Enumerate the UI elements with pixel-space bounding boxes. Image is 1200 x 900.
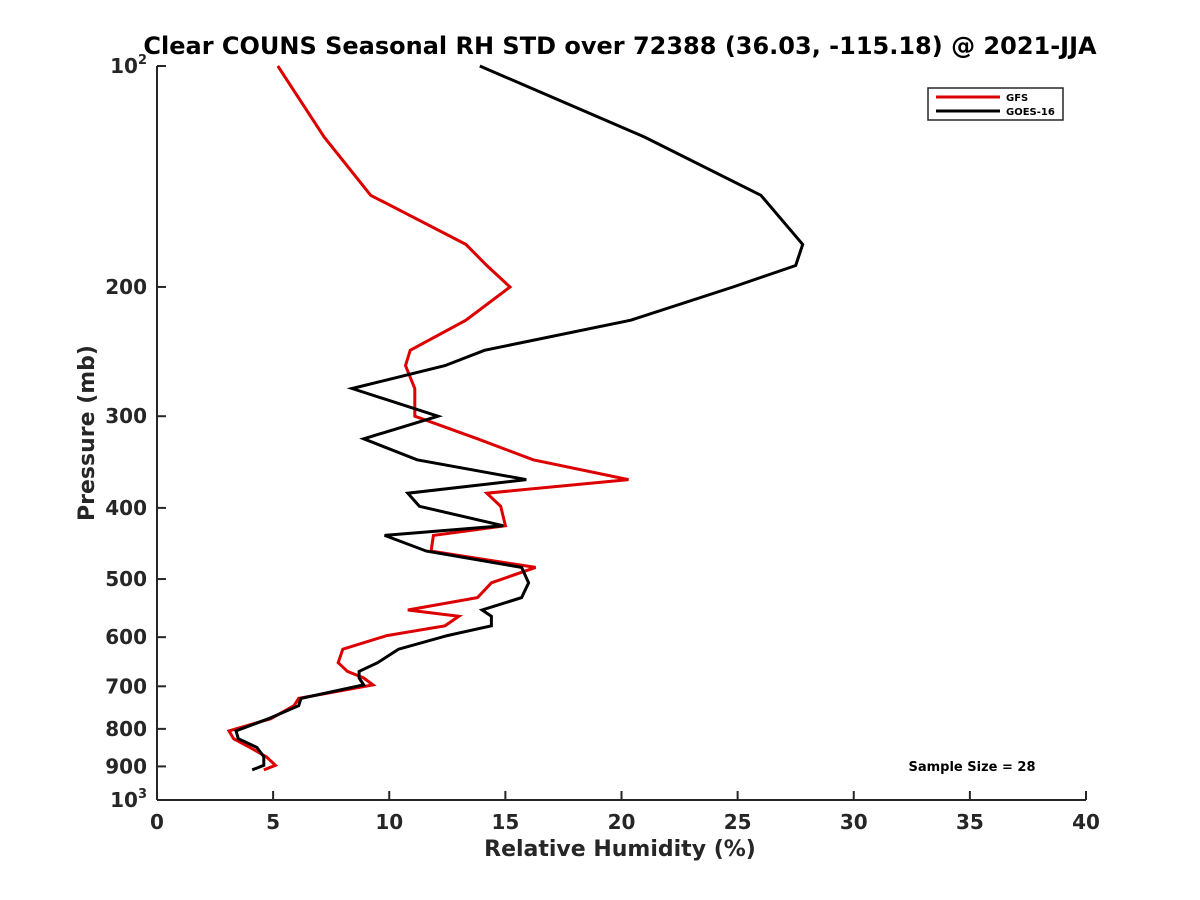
y-tick-label: 400 bbox=[105, 496, 147, 520]
x-tick-label: 10 bbox=[375, 810, 403, 834]
y-tick-label: 300 bbox=[105, 404, 147, 428]
x-tick-label: 5 bbox=[266, 810, 280, 834]
y-tick-label: 900 bbox=[105, 754, 147, 778]
sample-size-annotation: Sample Size = 28 bbox=[908, 760, 1035, 775]
x-tick-label: 0 bbox=[150, 810, 164, 834]
legend-label-goes16: GOES-16 bbox=[1006, 107, 1055, 118]
y-tick-label: 700 bbox=[105, 674, 147, 698]
x-tick-label: 35 bbox=[956, 810, 984, 834]
x-tick-label: 15 bbox=[491, 810, 519, 834]
x-tick-label: 20 bbox=[608, 810, 636, 834]
x-tick-label: 30 bbox=[840, 810, 868, 834]
y-tick-label: 103 bbox=[110, 787, 147, 812]
y-tick-label: 102 bbox=[110, 53, 147, 78]
series-line-goes16 bbox=[234, 64, 805, 772]
y-tick-label: 800 bbox=[105, 717, 147, 741]
legend: GFS GOES-16 bbox=[927, 87, 1064, 121]
x-tick-label: 25 bbox=[724, 810, 752, 834]
chart-title: Clear COUNS Seasonal RH STD over 72388 (… bbox=[143, 32, 1097, 60]
x-axis-label: Relative Humidity (%) bbox=[484, 837, 756, 862]
y-axis-label: Pressure (mb) bbox=[75, 345, 100, 521]
y-tick-label: 500 bbox=[105, 567, 147, 591]
x-tick-label: 40 bbox=[1072, 810, 1100, 834]
legend-label-gfs: GFS bbox=[1006, 93, 1028, 104]
axes: 0 5 10 15 20 25 30 35 40 102 200 300 400 500 600 700 800… bbox=[105, 53, 1100, 834]
y-tick-label: 600 bbox=[105, 625, 147, 649]
plot-area bbox=[226, 64, 805, 772]
y-tick-label: 200 bbox=[105, 275, 147, 299]
legend-box bbox=[927, 87, 1064, 121]
